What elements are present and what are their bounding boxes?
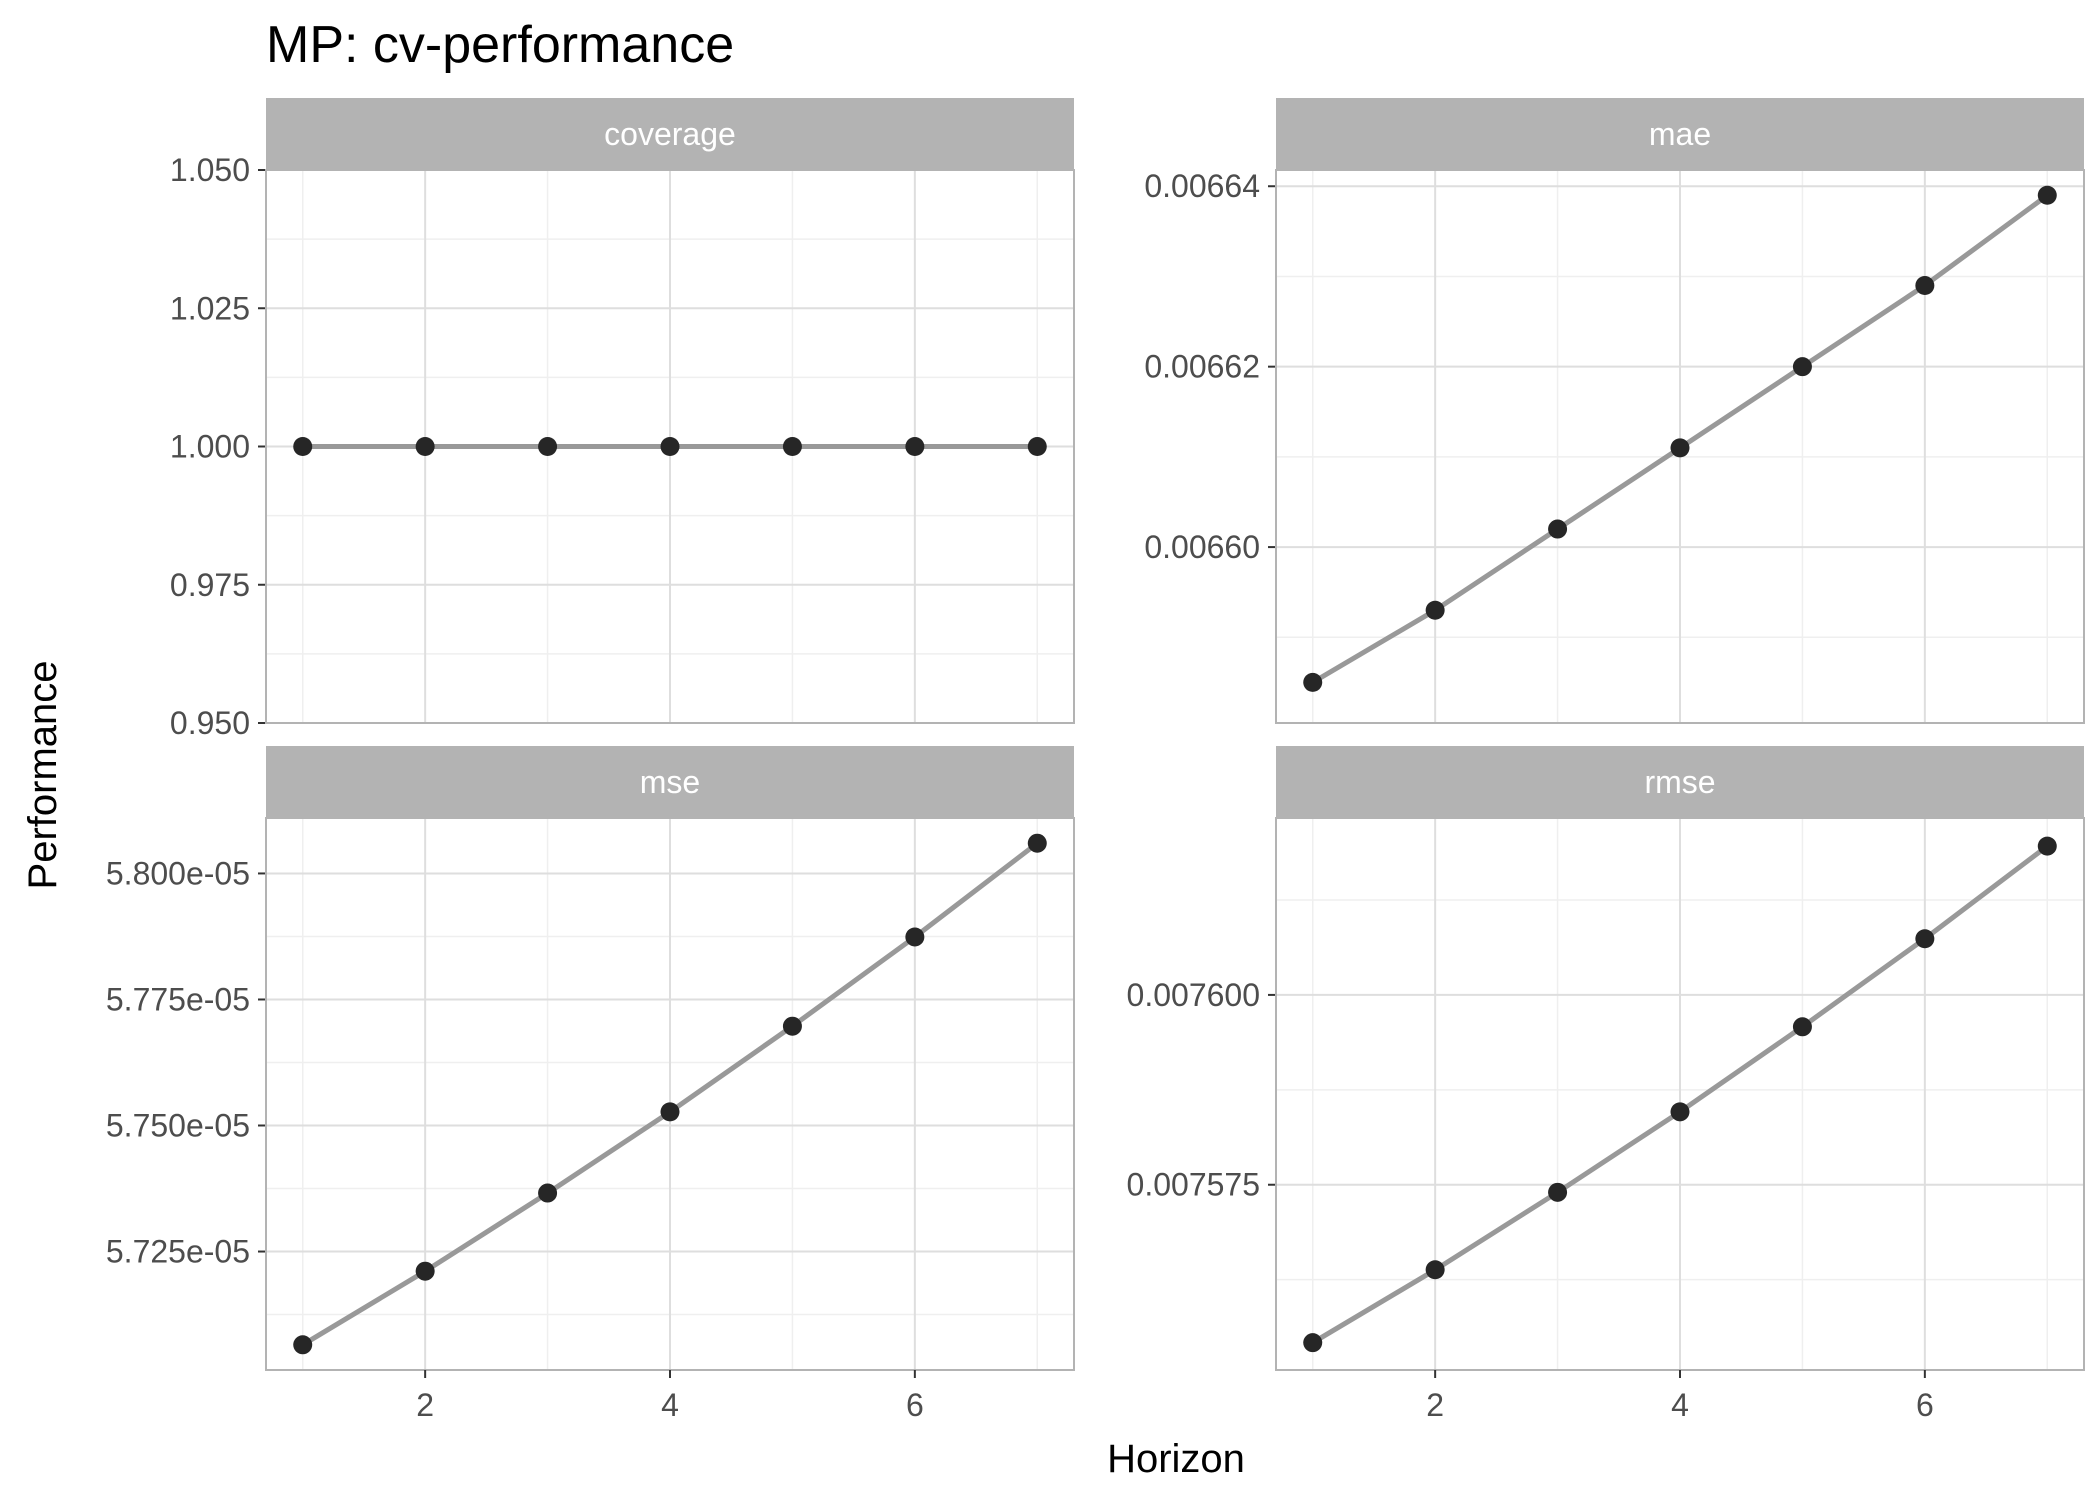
y-tick-label: 0.00662: [1144, 349, 1260, 385]
y-tick-label: 0.007600: [1127, 977, 1260, 1013]
data-point: [1548, 1182, 1568, 1202]
data-point: [293, 437, 313, 456]
y-tick-label: 5.800e-05: [106, 855, 250, 891]
x-tick-label: 4: [661, 1387, 679, 1423]
panel-coverage: 0.950 0.975 1.000 1.025 1.050 coverage: [170, 98, 1075, 741]
y-tick-label: 0.950: [170, 705, 250, 741]
y-tick-label: 1.025: [170, 290, 250, 326]
y-tick-label: 0.975: [170, 567, 250, 603]
data-point: [1792, 1017, 1812, 1037]
data-point: [1425, 600, 1445, 620]
strip-mae: [1276, 98, 2084, 170]
strip-label: rmse: [1644, 764, 1715, 800]
data-point: [2037, 836, 2057, 856]
y-tick-label: 0.007575: [1127, 1167, 1260, 1203]
data-point: [660, 1102, 680, 1122]
data-point: [782, 437, 802, 456]
data-point: [415, 437, 435, 456]
data-point: [1425, 1260, 1445, 1280]
y-tick-label: 0.00664: [1144, 168, 1260, 204]
y-tick-label: 5.750e-05: [106, 1108, 250, 1144]
y-tick-label: 0.00660: [1144, 529, 1260, 565]
data-point: [1027, 437, 1047, 456]
panel-rmse: 0.007575 0.007600 rmse 2 4 6: [1127, 746, 2085, 1423]
y-tick-label: 5.775e-05: [106, 981, 250, 1017]
y-tick-label: 5.725e-05: [106, 1234, 250, 1270]
x-tick-label: 6: [1916, 1387, 1934, 1423]
data-point: [293, 1335, 313, 1355]
x-tick-label: 2: [416, 1387, 434, 1423]
strip-label: coverage: [604, 116, 736, 152]
x-tick-label: 2: [1426, 1387, 1444, 1423]
panel-mae: 0.00660 0.00662 0.00664 mae: [1144, 98, 2085, 724]
data-point: [538, 437, 558, 456]
data-point: [905, 437, 925, 456]
data-point: [905, 927, 925, 947]
data-point: [1670, 1102, 1690, 1122]
strip-label: mse: [640, 764, 700, 800]
strip-label: mae: [1649, 116, 1711, 152]
strip-mse: [266, 746, 1074, 818]
facet-panels: 0.950 0.975 1.000 1.025 1.050 coverage 0.00660…: [106, 98, 2085, 1423]
data-point: [538, 1183, 558, 1203]
data-point: [1670, 438, 1690, 458]
chart-title: MP: cv-performance: [266, 16, 734, 74]
data-point: [415, 1261, 435, 1281]
data-point: [660, 437, 680, 456]
data-point: [1915, 929, 1935, 949]
strip-coverage: [266, 98, 1074, 170]
x-tick-label: 4: [1671, 1387, 1689, 1423]
data-point: [1792, 357, 1812, 377]
y-tick-label: 1.000: [170, 429, 250, 465]
x-tick-label: 6: [906, 1387, 924, 1423]
strip-rmse: [1276, 746, 2084, 818]
y-axis-title: Performance: [21, 661, 65, 890]
data-point: [1915, 275, 1935, 295]
data-point: [1303, 1333, 1323, 1353]
data-point: [1548, 519, 1568, 539]
y-tick-label: 1.050: [170, 152, 250, 188]
x-axis-title: Horizon: [1107, 1437, 1245, 1481]
data-point: [1303, 672, 1323, 692]
panel-mse: 5.725e-05 5.750e-05 5.775e-05 5.800e-05 mse 2…: [106, 746, 1075, 1423]
data-point: [782, 1016, 802, 1036]
data-point: [2037, 185, 2057, 205]
data-point: [1027, 833, 1047, 853]
